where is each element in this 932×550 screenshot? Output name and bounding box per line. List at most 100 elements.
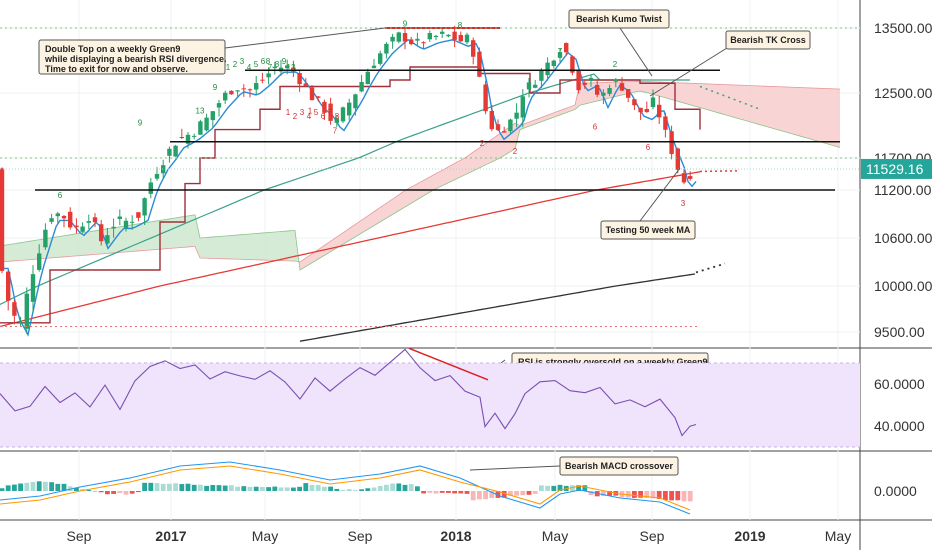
ma50-test-annotation: Testing 50 week MA — [600, 167, 696, 240]
candle-body — [235, 90, 240, 92]
cloud-segment — [830, 88, 835, 147]
kumo-twist-annotation: Bearish Kumo Twist — [568, 9, 670, 77]
candle-body — [576, 70, 581, 91]
candle-body — [229, 90, 234, 95]
candle-body — [613, 79, 618, 82]
macd-histogram-bar — [154, 483, 160, 491]
candle-body — [12, 302, 17, 316]
cloud-segment — [795, 87, 800, 137]
cloud-segment — [90, 230, 95, 255]
cloud-segment — [815, 88, 820, 142]
candle-body — [254, 83, 259, 90]
candle-body — [291, 67, 296, 72]
cloud-segment — [125, 225, 130, 252]
cloud-segment — [415, 182, 420, 201]
td-green-label: 2 — [233, 60, 238, 69]
td-red-count: 1 — [308, 106, 313, 115]
cloud-segment — [825, 88, 830, 145]
kumo-twist-annotation-box — [568, 9, 670, 29]
kijun-sen-line — [0, 66, 701, 324]
td-green-count: 8 — [458, 21, 463, 30]
candle-body — [192, 135, 197, 137]
cloud-segment — [475, 147, 480, 170]
cloud-segment — [760, 85, 765, 127]
cloud-segment — [115, 226, 120, 253]
ma-50-projection — [699, 170, 741, 173]
cloud-segment — [215, 236, 220, 259]
macd-histogram-bar — [402, 484, 408, 491]
candle-body — [384, 43, 389, 54]
cloud-segment — [325, 241, 330, 255]
macd-histogram-bar — [514, 491, 519, 496]
candle-body — [520, 96, 525, 118]
double-top-annotation-box — [38, 39, 226, 75]
price-axis-label: 11200.00 — [874, 182, 932, 198]
cloud-segment — [240, 234, 245, 260]
candle-body — [638, 107, 643, 113]
macd-histogram-bar — [167, 483, 172, 491]
cloud-segment — [285, 230, 290, 261]
macd-histogram-bar — [241, 486, 247, 491]
td-green-count: 9 — [213, 83, 218, 92]
macd-histogram-bar — [55, 483, 61, 491]
candle-body — [353, 94, 358, 109]
macd-histogram-bar — [557, 484, 563, 491]
cloud-segment — [470, 150, 475, 173]
candle-body — [328, 103, 333, 121]
td-red-count: 2 — [513, 147, 518, 156]
macd-histogram-bar — [340, 489, 346, 491]
macd-histogram-bar — [74, 487, 79, 491]
cloud-segment — [630, 81, 635, 93]
ma-200-projection — [695, 262, 726, 274]
macd-histogram-bar — [427, 491, 433, 493]
candle-body — [309, 87, 315, 101]
candle-body — [340, 107, 346, 122]
candle-body — [632, 99, 637, 106]
macd-histogram-bar — [322, 486, 327, 491]
candle-body — [185, 134, 191, 144]
cloud-segment — [695, 83, 700, 108]
cloud-segment — [400, 190, 405, 210]
cloud-segment — [450, 163, 455, 182]
macd-histogram-bar — [439, 491, 445, 493]
candle-body — [514, 112, 519, 119]
candle-body — [260, 79, 265, 81]
cloud-segment — [790, 87, 795, 135]
cloud-segment — [405, 187, 410, 207]
cloud-segment — [635, 81, 640, 93]
candle-body — [241, 88, 246, 90]
cloud-segment — [225, 235, 230, 259]
candle-body — [173, 145, 178, 157]
cloud-segment — [265, 232, 270, 261]
macd-histogram-bar — [0, 488, 5, 491]
td-green-count: 8 — [266, 57, 271, 66]
kumo-twist-annotation-pointer — [619, 27, 653, 77]
candle-body — [489, 110, 494, 130]
td-green-label: 1 — [226, 63, 231, 72]
candle-body — [477, 51, 482, 77]
macd-histogram-bar — [508, 491, 513, 496]
cloud-segment — [665, 82, 670, 100]
cloud-segment — [580, 83, 585, 106]
candle-body — [297, 73, 302, 85]
candle-body — [539, 70, 544, 81]
candle-body — [650, 97, 656, 107]
cloud-segment — [805, 87, 810, 139]
cloud-segment — [190, 214, 195, 247]
candle-body — [148, 182, 153, 194]
tk-cross-annotation-text: Bearish TK Cross — [730, 35, 806, 45]
candle-body — [595, 84, 600, 95]
macd-histogram-bar — [105, 491, 110, 495]
candle-body — [24, 293, 29, 329]
rsi-annotation-text: RSI is strongly oversold on a weekly Gre… — [518, 357, 708, 367]
candle-body — [483, 84, 488, 112]
macd-histogram-bar — [284, 487, 290, 491]
macd-histogram-bar — [588, 491, 594, 496]
ma50-test-annotation-pointer — [639, 167, 681, 222]
td-red-count: 7 — [333, 127, 338, 136]
macd-histogram-bar — [452, 491, 457, 494]
macd-histogram-bar — [415, 486, 420, 491]
td-green-label: 9 — [282, 57, 287, 66]
